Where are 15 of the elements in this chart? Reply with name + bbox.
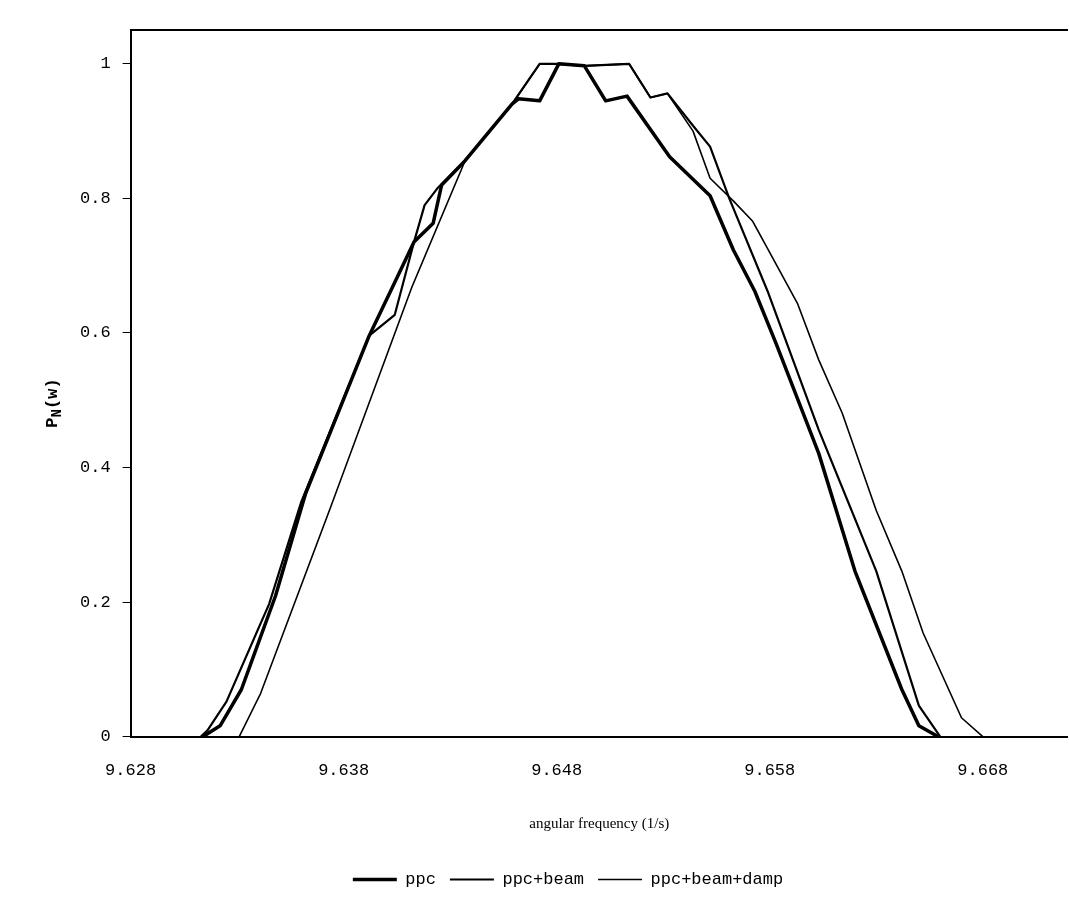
- x-axis-title: angular frequency (1/s): [529, 814, 670, 832]
- legend-label: ppc: [405, 870, 436, 889]
- x-tick-label: 9.658: [744, 761, 796, 781]
- y-tick-label: 1: [100, 54, 111, 74]
- y-tick-label: 0: [100, 727, 111, 747]
- x-tick-label: 9.668: [957, 761, 1009, 781]
- x-tick-label: 9.628: [105, 761, 157, 781]
- y-tick-label: 0.6: [80, 323, 111, 343]
- legend-label: ppc+beam: [502, 870, 585, 889]
- x-tick-label: 9.648: [531, 761, 583, 781]
- y-tick-label: 0.8: [80, 188, 111, 208]
- y-tick-label: 0.2: [80, 592, 111, 612]
- legend-label: ppc+beam+damp: [650, 870, 784, 889]
- y-tick-label: 0.4: [80, 458, 111, 477]
- x-tick-label: 9.638: [318, 761, 370, 781]
